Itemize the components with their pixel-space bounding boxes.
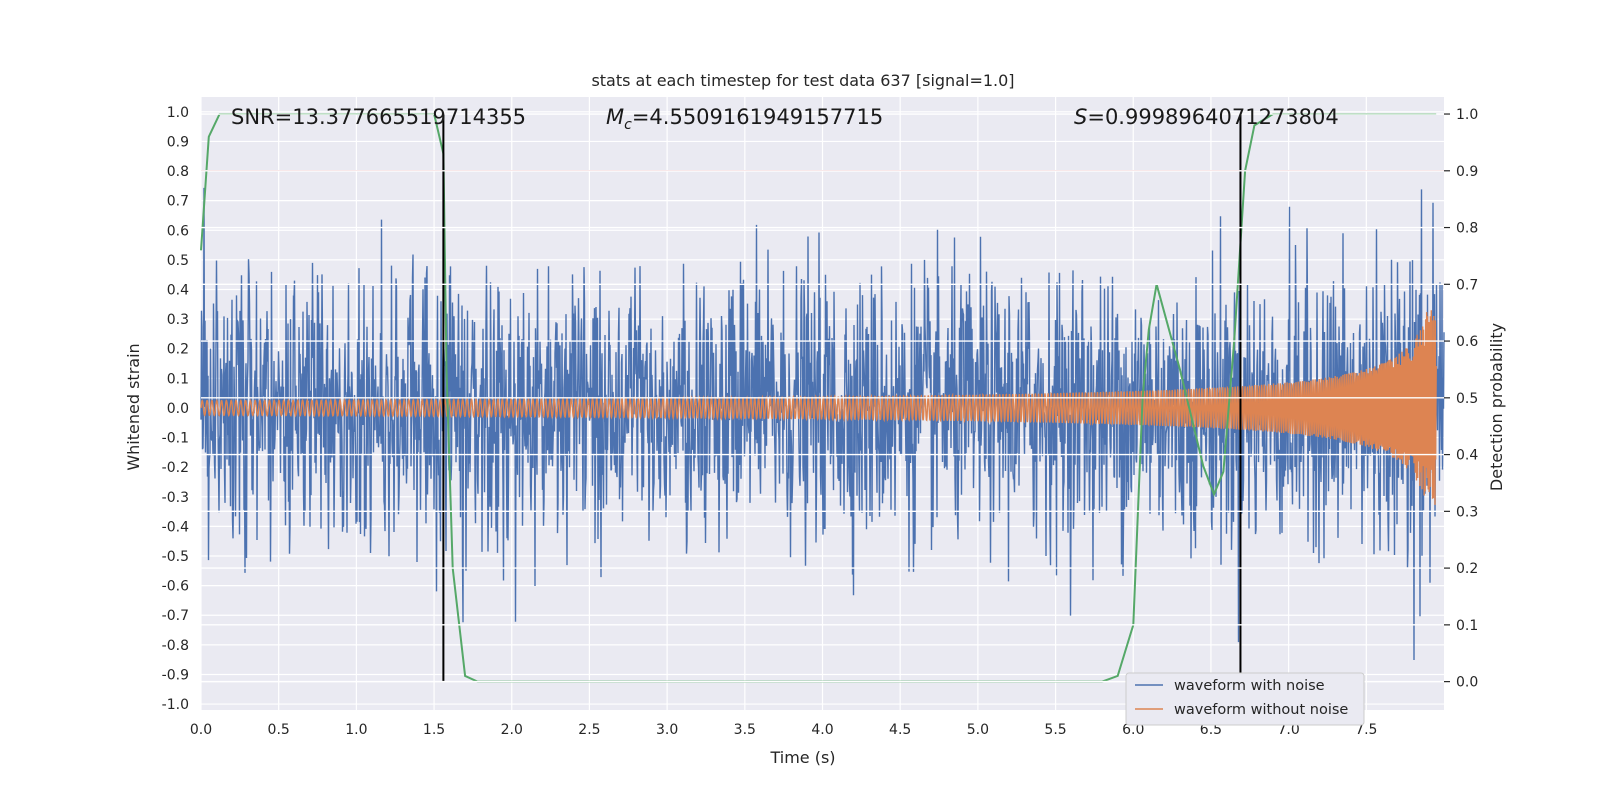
x-tick-label: 4.0 [811,722,833,738]
y-left-tick-label: -0.2 [162,460,189,476]
y-left-tick-label: 0.6 [167,223,189,239]
legend-box [1125,672,1365,726]
y-left-tick-label: 0.4 [167,282,189,298]
y-right-tick-label: 0.9 [1456,164,1478,180]
y-axis-right-label: Detection probability [1487,323,1506,491]
legend: waveform with noise waveform without noi… [1125,672,1365,726]
y-left-tick-label: -0.7 [162,608,189,624]
y-right-tick-label: 0.1 [1456,618,1478,634]
y-right-tick-label: 0.6 [1456,334,1478,350]
y-axis-left-label: Whitened strain [124,343,143,470]
gridlines-right-axis [201,113,1444,683]
x-tick-label: 4.5 [889,722,911,738]
x-tick-label: 6.0 [1122,722,1144,738]
chart-title: stats at each timestep for test data 637… [591,71,1014,90]
legend-label-noise: waveform with noise [1174,678,1325,694]
y-right-tick-label: 0.2 [1456,561,1478,577]
y-right-tick-label: 1.0 [1456,107,1478,123]
y-left-tick-label: 0.1 [167,371,189,387]
x-tick-label: 5.0 [967,722,989,738]
y-left-tick-label: -0.8 [162,638,189,654]
x-tick-label: 1.5 [423,722,445,738]
y-right-tick-label: 0.0 [1456,675,1478,691]
y-left-tick-label: 0.5 [167,253,189,269]
x-tick-label: 7.0 [1277,722,1299,738]
chirp-mass-annotation: Mc=4.5509161949157715 [606,105,883,133]
x-axis-label: Time (s) [769,748,835,767]
y-right-tick-label: 0.8 [1456,221,1478,237]
x-tick-label: 3.5 [734,722,756,738]
y-left-tick-label: -0.9 [162,667,189,683]
y-left-tick-label: 0.8 [167,164,189,180]
snr-annotation: SNR=13.377665519714355 [231,105,526,129]
y-left-tick-label: -0.3 [162,490,189,506]
y-left-tick-label: -0.4 [162,519,189,535]
x-tick-label: 5.5 [1044,722,1066,738]
y-left-tick-label: 0.7 [167,194,189,210]
y-left-tick-label: -0.5 [162,549,189,565]
y-left-tick-label: -0.1 [162,431,189,447]
y-axis-right-ticks: 1.0 0.9 0.8 0.7 0.6 0.5 0.4 0.3 0.2 0.1 0.0 [1444,107,1478,691]
y-right-tick-label: 0.5 [1456,391,1478,407]
x-tick-label: 2.0 [501,722,523,738]
x-axis-ticks: 0.0 0.5 1.0 1.5 2.0 2.5 3.0 3.5 4.0 4.5 5.0 5.5 6.0 6… [190,722,1378,738]
y-axis-left-ticks: 1.0 0.9 0.8 0.7 0.6 0.5 0.4 0.3 0.2 0.1 0.0 -0.1 -0.… [162,105,189,713]
x-tick-label: 1.0 [345,722,367,738]
y-right-tick-label: 0.4 [1456,448,1478,464]
y-left-tick-label: -1.0 [162,697,189,713]
x-tick-label: 7.5 [1355,722,1377,738]
legend-label-clean: waveform without noise [1174,702,1348,718]
y-left-tick-label: 0.9 [167,134,189,150]
y-left-tick-label: 0.2 [167,342,189,358]
x-tick-label: 0.5 [268,722,290,738]
x-tick-label: 3.0 [656,722,678,738]
x-tick-label: 0.0 [190,722,212,738]
s-annotation: S=0.9998964071273804 [1074,105,1339,129]
y-right-tick-label: 0.3 [1456,504,1478,520]
x-tick-label: 2.5 [578,722,600,738]
y-left-tick-label: 0.3 [167,312,189,328]
x-tick-label: 6.5 [1200,722,1222,738]
y-left-tick-label: -0.6 [162,579,189,595]
y-right-tick-label: 0.7 [1456,277,1478,293]
y-left-tick-label: 0.0 [167,401,189,417]
y-left-tick-label: 1.0 [167,105,189,121]
